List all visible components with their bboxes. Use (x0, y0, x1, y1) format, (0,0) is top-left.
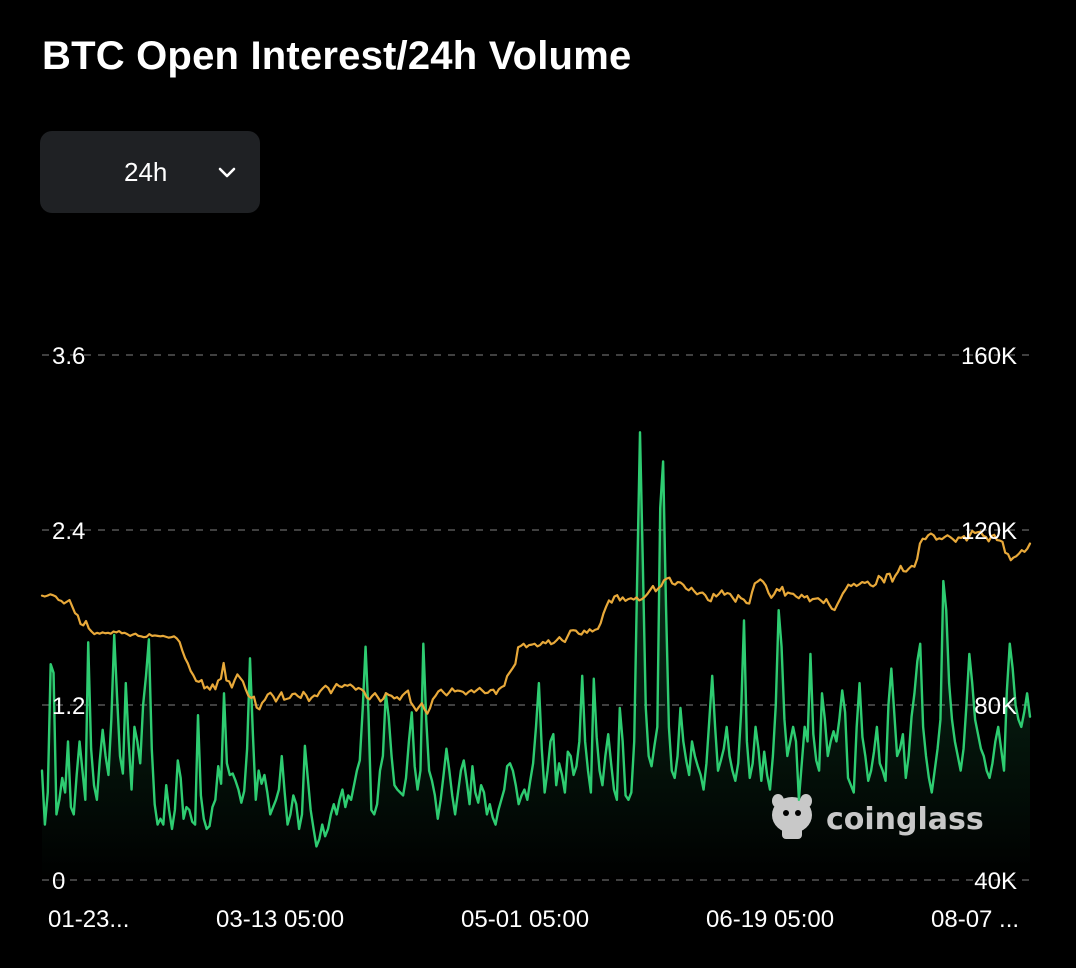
left-tick-label: 1.2 (52, 693, 85, 720)
x-tick-label: 06-19 05:00 (706, 906, 834, 933)
series-lines (40, 431, 1032, 848)
page-title: BTC Open Interest/24h Volume (42, 34, 632, 78)
watermark: coinglass (772, 794, 984, 839)
right-tick-label: 40K (974, 868, 1017, 895)
ratio-area-layer (42, 432, 1030, 880)
time-range-select[interactable]: 24h (40, 131, 260, 213)
right-tick-label: 80K (974, 693, 1017, 720)
chevron-down-icon (218, 167, 236, 178)
right-axis-ticks: 160K 120K 80K 40K (961, 343, 1017, 895)
x-axis-ticks: 01-23... 03-13 05:00 05-01 05:00 06-19 05:0… (48, 906, 1019, 933)
time-range-value: 24h (124, 157, 168, 187)
right-tick-label: 160K (961, 343, 1017, 370)
left-tick-label: 2.4 (52, 518, 85, 545)
ratio-area-fill (42, 432, 1030, 880)
right-tick-label: 120K (961, 518, 1017, 545)
left-tick-label: 3.6 (52, 343, 85, 370)
price-series-line (40, 529, 1032, 715)
watermark-text: coinglass (826, 802, 984, 837)
coinglass-logo-icon (772, 794, 812, 839)
left-tick-label: 0 (52, 868, 65, 895)
ratio-series-line (40, 431, 1032, 848)
x-tick-label: 08-07 ... (931, 906, 1019, 933)
x-tick-label: 03-13 05:00 (216, 906, 344, 933)
x-tick-label: 05-01 05:00 (461, 906, 589, 933)
left-axis-ticks: 3.6 2.4 1.2 0 (52, 343, 85, 895)
x-tick-label: 01-23... (48, 906, 129, 933)
